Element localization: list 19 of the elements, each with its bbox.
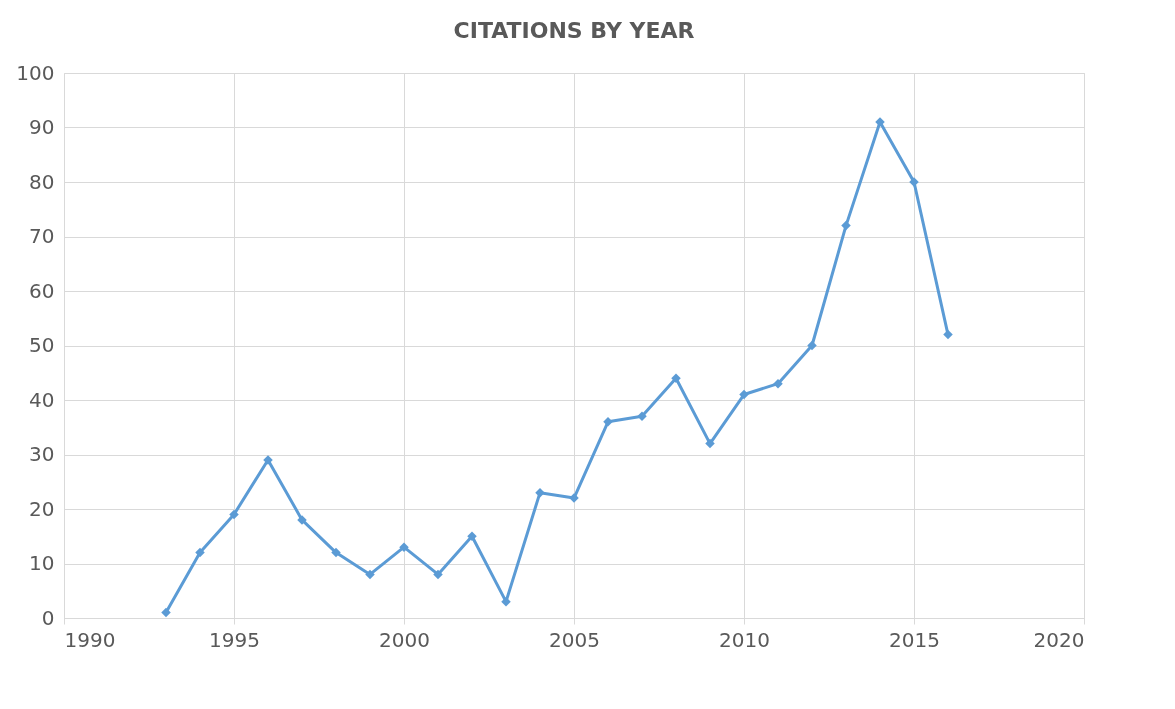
y-tick-label: 100 bbox=[16, 60, 55, 85]
y-tick-label: 50 bbox=[29, 333, 55, 357]
y-tick-label: 90 bbox=[29, 115, 55, 139]
x-tick-label: 2020 bbox=[1033, 627, 1085, 652]
y-tick-label: 30 bbox=[29, 442, 55, 466]
x-tick-label: 1995 bbox=[209, 627, 260, 652]
y-tick-label: 40 bbox=[29, 387, 55, 412]
chart-title: CITATIONS BY YEAR bbox=[453, 18, 695, 43]
x-tick-label: 2015 bbox=[889, 627, 940, 652]
y-tick-label: 60 bbox=[29, 278, 55, 303]
y-tick-label: 70 bbox=[29, 224, 55, 248]
x-tick-label: 2010 bbox=[719, 627, 770, 652]
y-tick-label: 80 bbox=[29, 169, 55, 194]
y-tick-label: 0 bbox=[41, 605, 55, 630]
x-tick-label: 1990 bbox=[64, 627, 116, 652]
x-tick-label: 2000 bbox=[379, 627, 430, 652]
x-tick-label: 2005 bbox=[549, 627, 600, 652]
y-tick-label: 10 bbox=[29, 551, 55, 575]
y-tick-label: 20 bbox=[29, 496, 55, 521]
